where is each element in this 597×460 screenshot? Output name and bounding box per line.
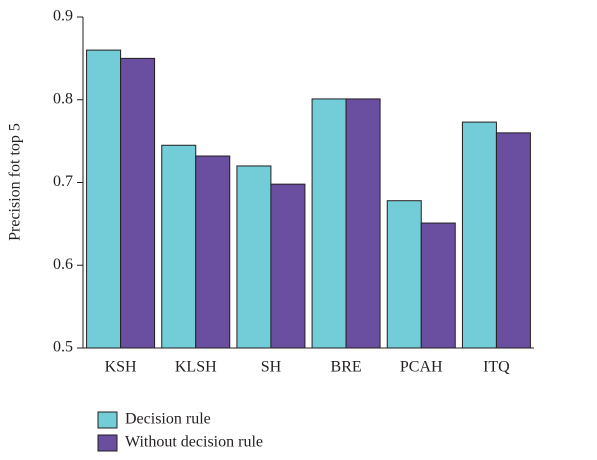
bar <box>345 98 381 349</box>
bar <box>236 165 272 349</box>
bar <box>86 49 122 349</box>
bar <box>120 57 156 349</box>
legend-label: Decision rule <box>125 411 211 428</box>
y-tick-label: 0.9 <box>53 8 73 25</box>
x-tick-label: SH <box>261 359 282 376</box>
bar <box>270 183 306 349</box>
y-axis-label: Precision fot top 5 <box>7 123 24 241</box>
bar <box>495 132 531 349</box>
x-tick-label: PCAH <box>400 359 443 376</box>
legend-swatch <box>97 411 118 429</box>
legend-label: Without decision rule <box>125 434 263 451</box>
x-tick-label: ITQ <box>483 359 510 376</box>
y-tick-label: 0.8 <box>53 90 73 107</box>
bar <box>311 98 347 349</box>
legend-swatch <box>97 434 118 452</box>
y-tick-label: 0.7 <box>53 173 73 190</box>
bar <box>386 200 422 349</box>
y-tick-label: 0.6 <box>53 256 73 273</box>
x-tick-label: KLSH <box>175 359 217 376</box>
x-tick-label: BRE <box>331 359 362 376</box>
bar <box>420 222 456 349</box>
y-tick-label: 0.5 <box>53 339 73 356</box>
x-tick-label: KSH <box>105 359 137 376</box>
bar <box>161 144 197 349</box>
bar <box>195 155 231 349</box>
bar <box>461 121 497 349</box>
